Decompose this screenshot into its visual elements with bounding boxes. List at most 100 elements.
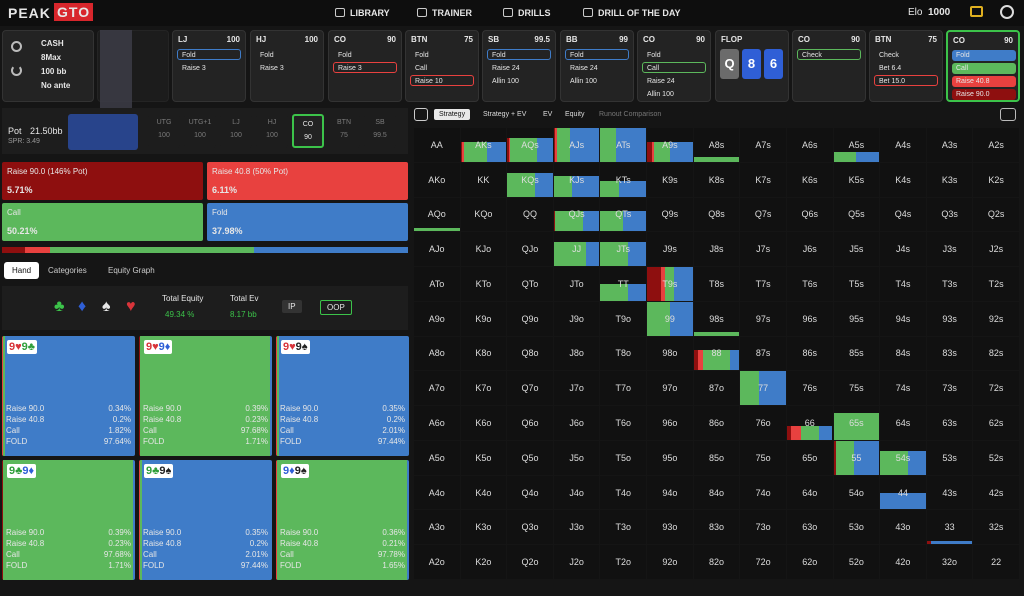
hand-cell[interactable]: 62o: [786, 545, 833, 579]
hand-cell[interactable]: T8s: [693, 267, 740, 301]
hand-cell[interactable]: 52s: [973, 440, 1019, 475]
hand-cell[interactable]: 87o: [693, 371, 740, 406]
hand-cell[interactable]: K3s: [926, 162, 973, 197]
hand-cell[interactable]: T9o: [600, 301, 647, 336]
seat[interactable]: BTN 75: [328, 114, 360, 148]
action-chip[interactable]: Bet 15.0: [874, 75, 938, 86]
hand-cell[interactable]: J5o: [553, 440, 600, 475]
hand-cell[interactable]: 94o: [647, 475, 693, 510]
grid-tab[interactable]: EV: [543, 111, 553, 118]
hand-cell[interactable]: 44: [880, 475, 926, 510]
hand-cell[interactable]: J8o: [553, 336, 600, 371]
hand-cell[interactable]: T6o: [600, 406, 647, 440]
hand-cell[interactable]: 62s: [973, 406, 1019, 440]
seat[interactable]: SB 99.5: [364, 114, 396, 148]
hand-cell[interactable]: Q5o: [507, 440, 553, 475]
hand-cell[interactable]: 43o: [880, 510, 926, 545]
hand-cell[interactable]: 86s: [786, 336, 833, 371]
hand-cell[interactable]: J7s: [740, 232, 786, 267]
hand-cell[interactable]: 92s: [973, 301, 1019, 336]
hand-cell[interactable]: TT: [600, 267, 647, 301]
hand-cell[interactable]: 74s: [880, 371, 926, 406]
hand-cell[interactable]: Q5s: [833, 197, 880, 232]
action-chip[interactable]: Fold: [415, 52, 429, 59]
hand-cell[interactable]: 33: [926, 510, 973, 545]
hand-cell[interactable]: QTo: [507, 267, 553, 301]
suit[interactable]: ♦: [78, 298, 87, 315]
hand-cell[interactable]: T2o: [600, 545, 647, 579]
hand-cell[interactable]: T5o: [600, 440, 647, 475]
hand-cell[interactable]: Q4s: [880, 197, 926, 232]
hand-cell[interactable]: K2o: [460, 545, 507, 579]
tab[interactable]: Hand: [4, 262, 40, 279]
seat[interactable]: UTG+1 100: [184, 114, 216, 148]
hand-card[interactable]: 9♥ 9♦ Raise 90.0 0.39% Raise 40.8 0.23% Call 97…: [139, 336, 272, 456]
hand-cell[interactable]: 88: [693, 336, 740, 371]
position-card[interactable]: HJ 100 Fold Raise 3: [250, 30, 324, 102]
hand-cell[interactable]: T4o: [600, 475, 647, 510]
hand-cell[interactable]: J5s: [833, 232, 880, 267]
hand-cell[interactable]: T3s: [926, 267, 973, 301]
hand-cell[interactable]: Q8s: [693, 197, 740, 232]
hand-cell[interactable]: J4s: [880, 232, 926, 267]
hand-cell[interactable]: A7o: [414, 371, 460, 406]
hand-cell[interactable]: A5s: [833, 128, 880, 162]
hand-cell[interactable]: K7o: [460, 371, 507, 406]
hand-cell[interactable]: 53s: [926, 440, 973, 475]
hand-cell[interactable]: KK: [460, 162, 507, 197]
action-chip[interactable]: Raise 24: [647, 78, 675, 85]
hand-cell[interactable]: AQs: [507, 128, 553, 162]
suit[interactable]: ♣: [54, 298, 65, 315]
hand-cell[interactable]: Q2s: [973, 197, 1019, 232]
hand-cell[interactable]: K4s: [880, 162, 926, 197]
suit[interactable]: ♥: [126, 298, 136, 315]
hand-cell[interactable]: 43s: [926, 475, 973, 510]
seat[interactable]: UTG 100: [148, 114, 180, 148]
hand-cell[interactable]: 84o: [693, 475, 740, 510]
nav-item[interactable]: DRILL OF THE DAY: [598, 8, 681, 18]
hand-cell[interactable]: KTo: [460, 267, 507, 301]
seat[interactable]: HJ 100: [256, 114, 288, 148]
hand-cell[interactable]: AQo: [414, 197, 460, 232]
hand-cell[interactable]: A2s: [973, 128, 1019, 162]
action-chip[interactable]: Raise 3: [260, 65, 284, 72]
position-card[interactable]: CO 90 Fold Call Raise 24 Allin 100: [637, 30, 711, 102]
hand-cell[interactable]: 53o: [833, 510, 880, 545]
hand-cell[interactable]: JTs: [600, 232, 647, 267]
position-card[interactable]: BTN 75 Check Bet 6.4 Bet 15.0: [869, 30, 943, 102]
hand-cell[interactable]: T4s: [880, 267, 926, 301]
action-chip[interactable]: Raise 3: [333, 62, 397, 73]
hand-cell[interactable]: 32o: [926, 545, 973, 579]
hand-cell[interactable]: AA: [414, 128, 460, 162]
hand-cell[interactable]: T6s: [786, 267, 833, 301]
position-card[interactable]: CO 90 Fold Call Raise 40.8 Raise 90.0: [946, 30, 1020, 102]
hand-cell[interactable]: 93o: [647, 510, 693, 545]
hand-cell[interactable]: J6s: [786, 232, 833, 267]
hand-cell[interactable]: KQo: [460, 197, 507, 232]
hand-cell[interactable]: 76s: [786, 371, 833, 406]
hand-cell[interactable]: Q2o: [507, 545, 553, 579]
hand-cell[interactable]: 63o: [786, 510, 833, 545]
hand-cell[interactable]: QJo: [507, 232, 553, 267]
hand-cell[interactable]: 97o: [647, 371, 693, 406]
hand-cell[interactable]: 73o: [740, 510, 786, 545]
hand-cell[interactable]: K8o: [460, 336, 507, 371]
hand-cell[interactable]: J7o: [553, 371, 600, 406]
grid-tab[interactable]: Strategy: [434, 109, 471, 120]
hand-cell[interactable]: J2o: [553, 545, 600, 579]
action-chip[interactable]: Raise 40.8: [952, 76, 1016, 87]
hand-cell[interactable]: A5o: [414, 440, 460, 475]
hand-cell[interactable]: 63s: [926, 406, 973, 440]
hand-cell[interactable]: 75o: [740, 440, 786, 475]
action-chip[interactable]: Fold: [177, 49, 241, 60]
hand-cell[interactable]: 66: [786, 406, 833, 440]
grid-tab[interactable]: Strategy + EV: [483, 111, 527, 118]
action-chip[interactable]: Raise 24: [492, 65, 520, 72]
action-box[interactable]: Raise 40.8 (50% Pot) 6.11%: [207, 162, 408, 200]
hand-cell[interactable]: Q3o: [507, 510, 553, 545]
nav-item[interactable]: TRAINER: [432, 8, 472, 18]
hand-cell[interactable]: 74o: [740, 475, 786, 510]
hand-cell[interactable]: K9s: [647, 162, 693, 197]
hand-cell[interactable]: 85s: [833, 336, 880, 371]
hand-cell[interactable]: T8o: [600, 336, 647, 371]
